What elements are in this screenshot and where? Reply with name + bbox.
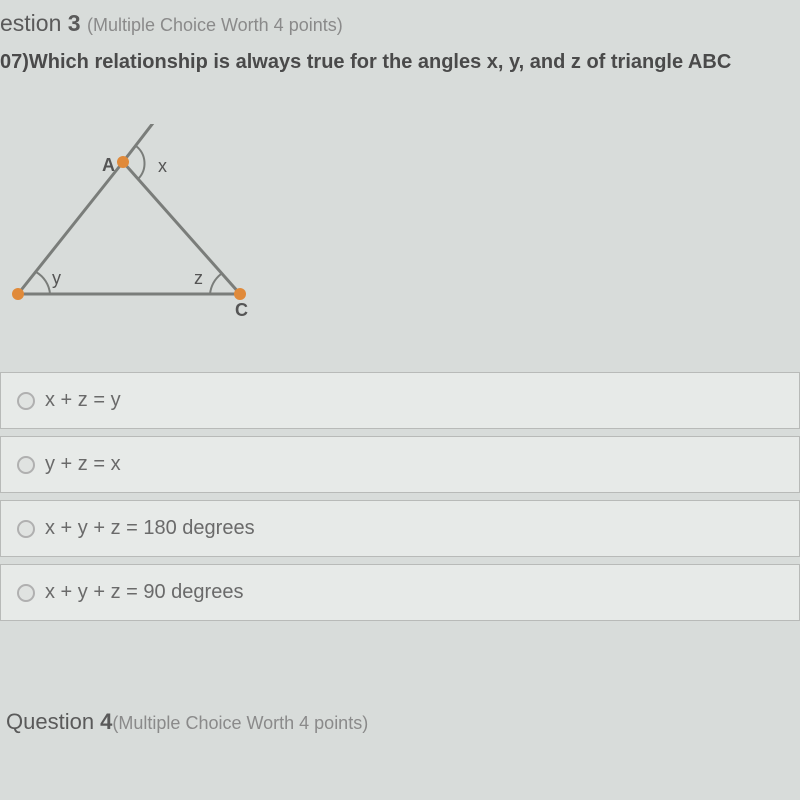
option-c-label: x + y + z = 180 degrees	[45, 517, 255, 540]
next-worth: (Multiple Choice Worth 4 points)	[112, 713, 368, 733]
arc-y	[36, 272, 50, 294]
question-number: 3	[68, 10, 81, 36]
radio-icon	[17, 520, 35, 538]
option-d[interactable]: x + y + z = 90 degrees	[0, 564, 800, 621]
option-a[interactable]: x + z = y	[0, 372, 800, 429]
option-a-label: x + z = y	[45, 389, 121, 412]
option-d-label: x + y + z = 90 degrees	[45, 581, 243, 604]
label-z: z	[194, 268, 203, 288]
option-b[interactable]: y + z = x	[0, 436, 800, 493]
radio-icon	[17, 392, 35, 410]
label-x: x	[158, 156, 167, 176]
option-c[interactable]: x + y + z = 180 degrees	[0, 500, 800, 557]
next-question-header: Question 4(Multiple Choice Worth 4 point…	[0, 691, 800, 735]
next-number: 4	[100, 709, 112, 734]
vertex-c	[234, 288, 246, 300]
question-stem: 07)Which relationship is always true for…	[0, 43, 800, 94]
vertex-b	[12, 288, 24, 300]
triangle-svg: A x y z C	[10, 124, 270, 324]
question-code: 07)	[0, 51, 29, 73]
ext-line	[123, 124, 160, 162]
question-header: estion 3 (Multiple Choice Worth 4 points…	[0, 0, 800, 43]
label-a: A	[102, 155, 115, 175]
label-y: y	[52, 268, 61, 288]
question-text: Which relationship is always true for th…	[29, 51, 731, 73]
radio-icon	[17, 584, 35, 602]
side-ab	[18, 162, 123, 294]
arc-x	[136, 146, 145, 179]
next-prefix: Question	[6, 709, 100, 734]
option-b-label: y + z = x	[45, 453, 121, 476]
triangle-figure: A x y z C	[0, 94, 800, 359]
vertex-a	[117, 156, 129, 168]
question-prefix: estion	[0, 10, 68, 36]
radio-icon	[17, 456, 35, 474]
answer-options: x + z = y y + z = x x + y + z = 180 degr…	[0, 359, 800, 621]
arc-z	[210, 274, 221, 294]
question-worth: (Multiple Choice Worth 4 points)	[87, 15, 343, 35]
side-ac	[123, 162, 240, 294]
label-c: C	[235, 300, 248, 320]
